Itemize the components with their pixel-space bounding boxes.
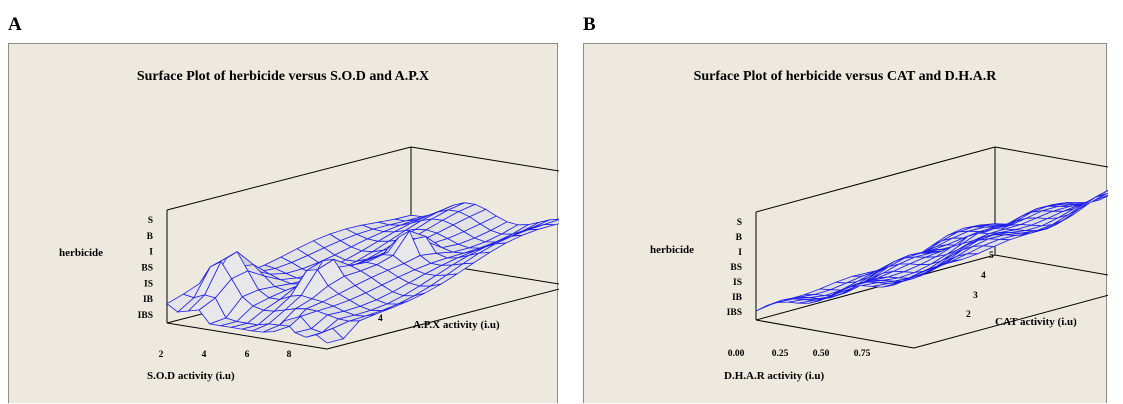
surface-mesh <box>166 202 559 344</box>
y-tick-label: 2 <box>966 310 971 320</box>
x-tick-label: 0.75 <box>854 349 871 359</box>
x-tick-label: 8 <box>287 350 292 360</box>
y-axis-label: A.P.X activity (i.u) <box>413 319 500 331</box>
z-tick-label: IS <box>144 279 153 289</box>
surface-cell <box>166 293 195 313</box>
x-tick-label: 4 <box>202 350 207 360</box>
z-axis-label: herbicide <box>650 244 694 256</box>
chart-title: Surface Plot of herbicide versus CAT and… <box>693 69 997 84</box>
x-tick-labels: 0.00 0.25 0.50 0.75 <box>728 349 871 359</box>
z-tick-label: S <box>148 216 153 226</box>
x-tick-label: 6 <box>245 350 250 360</box>
x-tick-label: 0.25 <box>772 349 789 359</box>
panel-letter-a: A <box>8 14 22 35</box>
x-tick-labels: 2 4 6 8 <box>159 350 292 360</box>
z-tick-label: B <box>147 232 154 242</box>
z-tick-label: S <box>737 218 742 228</box>
z-tick-label: BS <box>141 264 153 274</box>
axis-box <box>755 146 1108 349</box>
surface-plot-a: IBSIBISBSIBS24684567 <box>138 146 559 360</box>
x-tick-label: 0.50 <box>813 349 830 359</box>
z-tick-label: IBS <box>727 308 742 318</box>
y-tick-label: 5 <box>989 251 994 261</box>
z-tick-label: IS <box>733 278 742 288</box>
y-tick-label: 4 <box>378 314 383 324</box>
z-axis-label: herbicide <box>59 247 103 259</box>
z-tick-label: IB <box>143 295 154 305</box>
y-tick-label: 3 <box>973 291 978 301</box>
y-axis-label: CAT activity (i.u) <box>995 316 1077 328</box>
chart-panel-a: Surface Plot of herbicide versus S.O.D a… <box>8 43 559 403</box>
z-tick-label: IB <box>732 293 743 303</box>
z-tick-label: I <box>149 248 153 258</box>
z-tick-label: IBS <box>138 311 153 321</box>
x-axis-label: D.H.A.R activity (i.u) <box>724 370 825 382</box>
panel-letter-b: B <box>583 14 596 35</box>
chart-panel-b: Surface Plot of herbicide versus CAT and… <box>583 43 1108 403</box>
chart-title: Surface Plot of herbicide versus S.O.D a… <box>136 69 430 84</box>
z-tick-label: I <box>738 248 742 258</box>
z-tick-label: B <box>736 233 743 243</box>
surface-cell <box>755 299 783 312</box>
z-tick-label: BS <box>730 263 742 273</box>
x-tick-label: 2 <box>159 350 164 360</box>
y-tick-label: 4 <box>981 271 986 281</box>
x-tick-label: 0.00 <box>728 349 745 359</box>
x-axis-label: S.O.D activity (i.u) <box>147 370 235 382</box>
surface-mesh <box>755 190 1108 312</box>
